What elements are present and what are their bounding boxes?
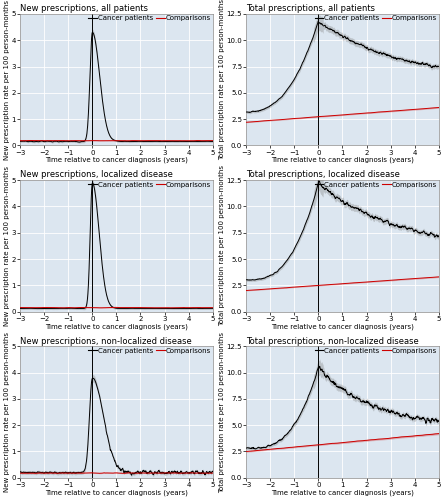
Text: Total prescriptions, all patients: Total prescriptions, all patients bbox=[246, 4, 375, 13]
Y-axis label: Total prescription rate per 100 person-months: Total prescription rate per 100 person-m… bbox=[219, 0, 225, 160]
Legend: Cancer patients, Comparisons: Cancer patients, Comparisons bbox=[315, 16, 437, 22]
X-axis label: Time relative to cancer diagnosis (years): Time relative to cancer diagnosis (years… bbox=[271, 157, 414, 164]
Text: Total prescriptions, localized disease: Total prescriptions, localized disease bbox=[246, 170, 400, 179]
Y-axis label: New prescription rate per 100 person-months: New prescription rate per 100 person-mon… bbox=[4, 166, 10, 326]
Text: New prescriptions, localized disease: New prescriptions, localized disease bbox=[20, 170, 173, 179]
Legend: Cancer patients, Comparisons: Cancer patients, Comparisons bbox=[89, 348, 211, 354]
X-axis label: Time relative to cancer diagnosis (years): Time relative to cancer diagnosis (years… bbox=[45, 490, 188, 496]
Text: New prescriptions, non-localized disease: New prescriptions, non-localized disease bbox=[20, 336, 192, 345]
Legend: Cancer patients, Comparisons: Cancer patients, Comparisons bbox=[89, 182, 211, 188]
Legend: Cancer patients, Comparisons: Cancer patients, Comparisons bbox=[315, 348, 437, 354]
X-axis label: Time relative to cancer diagnosis (years): Time relative to cancer diagnosis (years… bbox=[45, 157, 188, 164]
Text: New prescriptions, all patients: New prescriptions, all patients bbox=[20, 4, 148, 13]
X-axis label: Time relative to cancer diagnosis (years): Time relative to cancer diagnosis (years… bbox=[271, 323, 414, 330]
Text: Total prescriptions, non-localized disease: Total prescriptions, non-localized disea… bbox=[246, 336, 419, 345]
Legend: Cancer patients, Comparisons: Cancer patients, Comparisons bbox=[89, 16, 211, 22]
Y-axis label: New prescription rate per 100 person-months: New prescription rate per 100 person-mon… bbox=[4, 0, 10, 160]
Y-axis label: New prescription rate per 100 person-months: New prescription rate per 100 person-mon… bbox=[4, 332, 10, 492]
X-axis label: Time relative to cancer diagnosis (years): Time relative to cancer diagnosis (years… bbox=[45, 323, 188, 330]
X-axis label: Time relative to cancer diagnosis (years): Time relative to cancer diagnosis (years… bbox=[271, 490, 414, 496]
Legend: Cancer patients, Comparisons: Cancer patients, Comparisons bbox=[315, 182, 437, 188]
Y-axis label: Total prescription rate per 100 person-months: Total prescription rate per 100 person-m… bbox=[219, 332, 225, 492]
Y-axis label: Total prescription rate per 100 person-months: Total prescription rate per 100 person-m… bbox=[219, 166, 225, 326]
